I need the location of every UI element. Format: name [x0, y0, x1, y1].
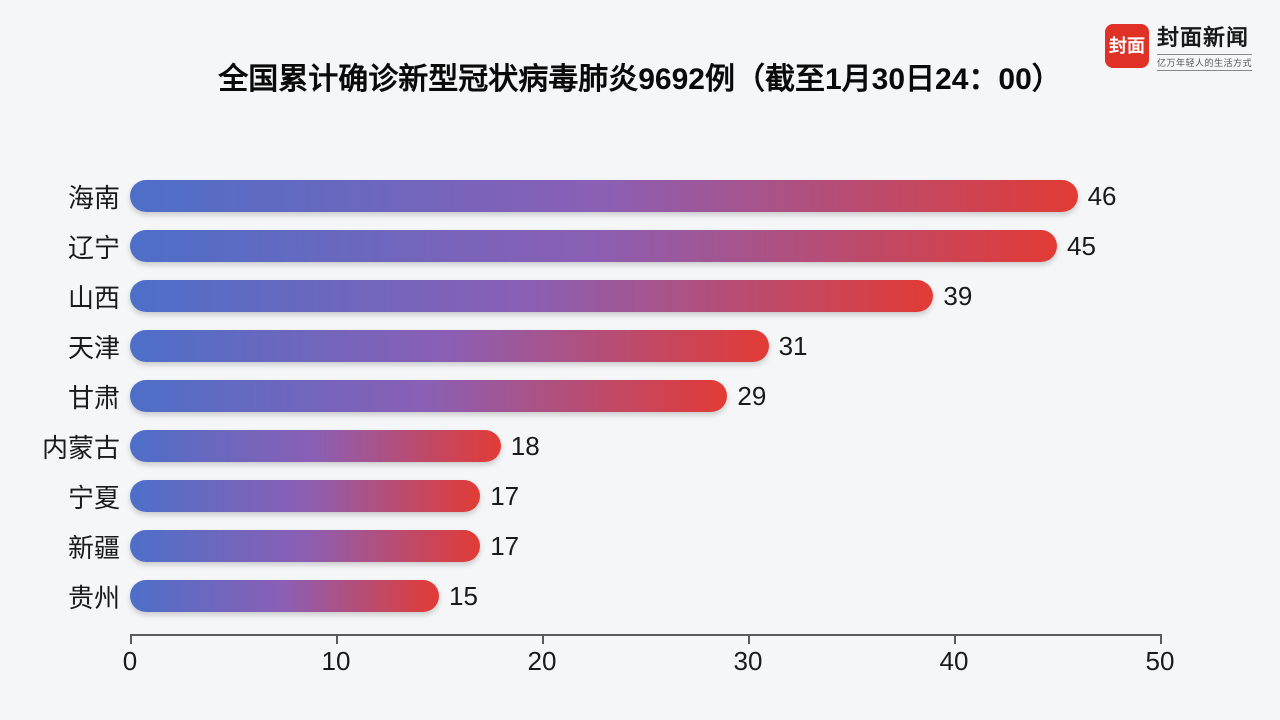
bar — [130, 380, 727, 412]
category-label: 山西 — [68, 278, 130, 315]
value-label: 31 — [769, 331, 808, 362]
x-tick-label: 50 — [1146, 646, 1175, 677]
x-tick-label: 10 — [322, 646, 351, 677]
value-label: 46 — [1078, 181, 1117, 212]
x-tick-label: 30 — [734, 646, 763, 677]
bar-row: 新疆17 — [130, 530, 1160, 562]
category-label: 新疆 — [68, 528, 130, 565]
bar-row: 甘肃29 — [130, 380, 1160, 412]
brand-main-text: 封面新闻 — [1157, 20, 1249, 52]
x-tick — [954, 634, 956, 644]
brand-text: 封面新闻 亿万年轻人的生活方式 — [1157, 20, 1252, 71]
x-tick — [748, 634, 750, 644]
x-tick — [542, 634, 544, 644]
category-label: 内蒙古 — [42, 428, 130, 465]
bar — [130, 330, 769, 362]
bar-row: 内蒙古18 — [130, 430, 1160, 462]
bar — [130, 530, 480, 562]
bar-chart: 海南46辽宁45山西39天津31甘肃29内蒙古18宁夏17新疆17贵州15 01… — [130, 140, 1160, 680]
x-axis: 01020304050 — [130, 634, 1160, 680]
x-tick-label: 20 — [528, 646, 557, 677]
x-tick-label: 40 — [940, 646, 969, 677]
plot-area: 海南46 辽宁45 山西39 天津31 甘肃29 内蒙古18 宁夏17 新疆17 贵州15 — [130, 140, 1160, 630]
brand-sub-text: 亿万年轻人的生活方式 — [1157, 54, 1252, 71]
bar-row: 海南46 — [130, 180, 1160, 212]
x-axis-line — [130, 634, 1160, 636]
category-label: 宁夏 — [68, 478, 130, 515]
x-tick-label: 0 — [123, 646, 137, 677]
bar — [130, 580, 439, 612]
value-label: 29 — [727, 381, 766, 412]
chart-title: 全国累计确诊新型冠状病毒肺炎9692例（截至1月30日24：00） — [218, 54, 1062, 98]
brand-logo: 封面 封面新闻 亿万年轻人的生活方式 — [1105, 20, 1252, 71]
category-label: 甘肃 — [68, 378, 130, 415]
bar-row: 辽宁45 — [130, 230, 1160, 262]
value-label: 15 — [439, 581, 478, 612]
bar — [130, 230, 1057, 262]
category-label: 辽宁 — [68, 228, 130, 265]
bar-row: 宁夏17 — [130, 480, 1160, 512]
value-label: 18 — [501, 431, 540, 462]
category-label: 贵州 — [68, 578, 130, 615]
x-tick — [336, 634, 338, 644]
x-tick — [1160, 634, 1162, 644]
x-tick — [130, 634, 132, 644]
value-label: 39 — [933, 281, 972, 312]
bar-row: 天津31 — [130, 330, 1160, 362]
bar-row: 山西39 — [130, 280, 1160, 312]
category-label: 海南 — [68, 178, 130, 215]
bar-row: 贵州15 — [130, 580, 1160, 612]
value-label: 17 — [480, 531, 519, 562]
bar — [130, 180, 1078, 212]
category-label: 天津 — [68, 328, 130, 365]
value-label: 45 — [1057, 231, 1096, 262]
bar — [130, 280, 933, 312]
bar — [130, 430, 501, 462]
value-label: 17 — [480, 481, 519, 512]
brand-badge: 封面 — [1105, 24, 1149, 68]
bar — [130, 480, 480, 512]
